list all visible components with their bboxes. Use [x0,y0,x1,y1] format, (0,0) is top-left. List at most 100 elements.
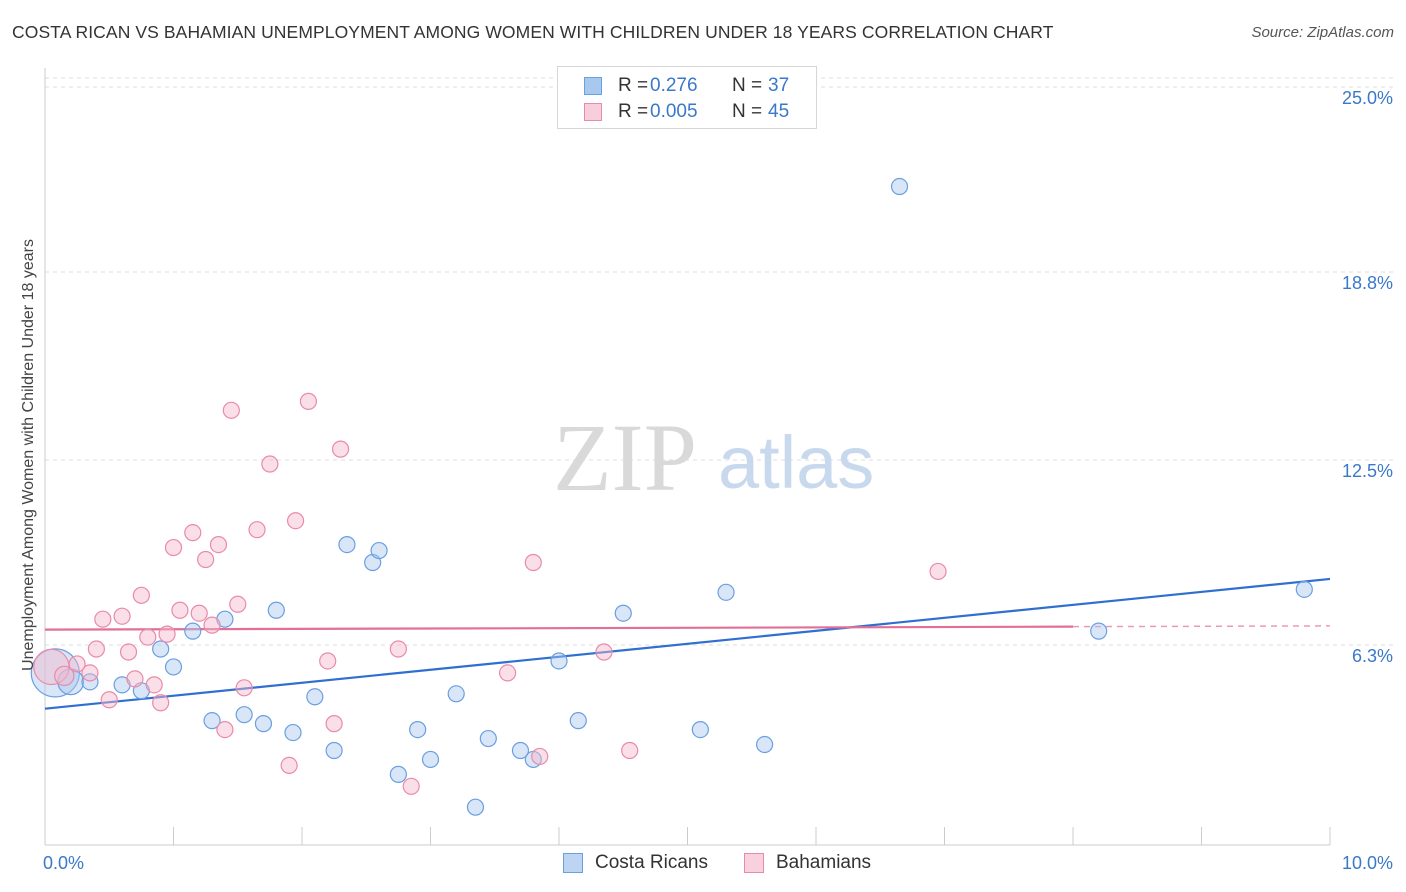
trend-line-extension [1072,625,1331,628]
data-point [614,604,632,622]
data-point [402,777,420,795]
data-point [550,652,568,670]
data-point [190,604,208,622]
n-value: 37 [768,75,790,96]
data-point [203,616,221,634]
tick-labels: 6.3% 12.5% 18.8% 25.0% 0.0% 10.0% [43,88,1393,873]
series-bahamians [33,392,947,795]
data-point [691,720,709,739]
legend-swatch-costa-ricans [584,77,602,95]
data-point [499,664,517,682]
n-value: 45 [768,101,790,122]
data-point [184,524,202,542]
data-point [319,652,337,670]
data-point [890,177,909,196]
data-point [54,665,75,687]
data-point [209,535,228,554]
data-point [158,625,176,643]
data-point [479,729,497,748]
gridlines [45,77,1395,646]
legend-swatch-bahamians [744,853,764,873]
data-point [755,735,774,754]
data-point [203,712,221,730]
watermark: ZIP atlas [553,404,874,511]
data-point [254,715,273,733]
data-point [81,664,99,682]
data-point [145,676,163,694]
data-point [286,512,305,530]
data-point [595,643,613,661]
data-point [306,688,324,706]
y-tick-label: 12.5% [1342,461,1393,481]
data-point [171,601,189,619]
data-point [164,658,183,676]
watermark-atlas: atlas [718,421,874,504]
data-point [325,715,343,733]
data-point [929,562,947,581]
chart-title: COSTA RICAN VS BAHAMIAN UNEMPLOYMENT AMO… [12,22,1054,42]
y-tick-label: 18.8% [1342,273,1393,293]
n-label: N = [732,101,763,122]
data-point [87,640,106,658]
y-axis-label: Unemployment Among Women with Children U… [20,239,37,671]
data-point [621,741,639,760]
data-point [1090,622,1108,640]
data-point [569,712,587,730]
data-point [152,694,170,712]
data-point [421,750,440,769]
data-point [524,553,542,572]
r-value: 0.276 [650,75,698,96]
x-tick-label: 10.0% [1342,853,1393,873]
data-point [280,756,298,775]
r-label: R = [618,75,649,96]
data-point [100,691,118,709]
y-tick-label: 25.0% [1342,88,1393,108]
data-point [119,643,138,661]
data-point [126,670,144,688]
data-point [81,673,99,691]
data-point [184,622,202,640]
x-tick-label: 0.0% [43,853,84,873]
source-credit: Source: ZipAtlas.com [1251,24,1394,41]
watermark-zip: ZIP [553,404,697,511]
legend-label: Costa Ricans [595,852,708,873]
data-point [370,541,388,560]
legend-swatch-bahamians [584,103,602,121]
n-label: N = [732,75,763,96]
data-point [331,440,350,458]
data-point [152,640,170,658]
data-point [132,586,150,604]
legend-label: Bahamians [776,852,872,873]
data-point [113,607,131,625]
axes [44,68,1331,846]
data-point [466,798,485,816]
data-point [531,747,549,766]
data-points [30,177,1313,816]
trend-line [44,625,1074,631]
data-point [94,610,112,628]
data-point [248,521,266,539]
series-costa-ricans [30,177,1313,816]
data-point [389,640,407,658]
data-point [216,720,234,739]
data-point [267,601,285,619]
data-point [299,392,318,410]
data-point [717,583,735,601]
data-point [235,679,253,697]
data-point [164,538,183,557]
data-point [222,401,240,419]
data-point [389,765,407,783]
data-point [409,720,427,739]
legend-swatch-costa-ricans [563,853,583,873]
data-point [261,455,279,473]
trend-lines [44,577,1331,710]
data-point [139,628,157,646]
data-point [197,550,215,569]
y-tick-label: 6.3% [1352,646,1393,666]
data-point [511,741,530,760]
data-point [68,655,86,673]
data-point [235,706,253,724]
data-point [284,723,302,742]
data-point [447,685,465,703]
